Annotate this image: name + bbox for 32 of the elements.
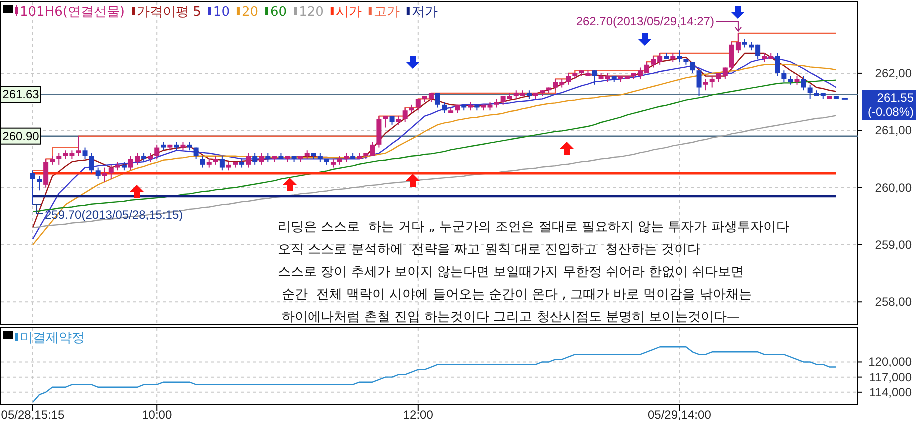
legend-label: 시가 (336, 5, 362, 20)
legend-label: 미결제약정 (20, 331, 85, 346)
y-tick-label: 259,00 (875, 238, 912, 252)
y-tick-label: 260,00 (875, 180, 912, 195)
annotation: 262.70(2013/05/29,14:27) (576, 14, 714, 28)
annotation: 리딩은 스스로 하는 거다 „ 누군가의 조언은 절대로 필요하지 않는 투자가 파생투자이다 (278, 220, 790, 235)
legend-label: 가격이평 5 (137, 5, 202, 20)
legend-label: 120 (299, 5, 324, 20)
y-tick-label: 261,00 (875, 124, 912, 138)
annotation: 하이에나처럼 촌철 진입 하는것이다 그리고 청산시점도 분명히 보이는것이다— (278, 310, 740, 325)
legend-label: 10 (213, 5, 230, 20)
y-tick-label: 258,00 (875, 295, 912, 310)
y-tick-label: 117,000 (870, 370, 912, 384)
legend-label: 101H6(연결선물) (20, 5, 126, 20)
y-tick-label: 120,000 (868, 355, 912, 370)
x-tick-label: 05/29,14:00 (648, 408, 712, 422)
line-series (32, 346, 838, 404)
legend-label: 고가 (374, 5, 400, 20)
x-tick-label: 05/28,15:15 (1, 408, 66, 422)
x-tick-label: 10:00 (142, 408, 172, 422)
ref-line-label: 260.90 (2, 129, 40, 144)
legend-label: 20 (242, 5, 259, 20)
annotation: 오직 스스로 분석하에 전략을 짜고 원칙 대로 진입하고 청산하는 것이다 (278, 242, 700, 258)
y-tick-label: 262,00 (875, 66, 912, 80)
legend-label: 저가 (412, 5, 438, 20)
legend-label: 60 (270, 5, 288, 20)
annotation: 순간 전체 맥락이 시야에 들어오는 순간이 온다 , 그때가 바로 먹이감을 낚아채는 (278, 288, 752, 302)
x-tick-label: 12:00 (403, 408, 434, 422)
ref-line-label: 261.63 (2, 88, 40, 102)
annotation: 스스로 장이 추세가 보이지 않는다면 보일때가지 무한정 쉬어라 한없이 쉬다보면 (278, 265, 744, 280)
text: 261.55 (-0.08%) (868, 91, 914, 120)
y-tick-label: 114,000 (870, 385, 912, 400)
